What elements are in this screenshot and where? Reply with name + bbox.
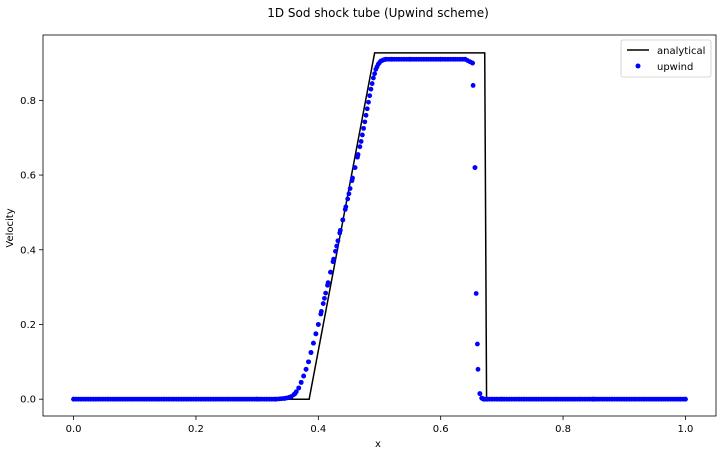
data-point-upwind <box>346 191 352 197</box>
y-tick-label: 0.6 <box>20 171 36 182</box>
y-tick-label: 0.2 <box>20 320 36 331</box>
data-point-upwind <box>370 75 376 81</box>
x-axis-label: x <box>375 439 381 450</box>
data-point-upwind <box>308 350 314 355</box>
y-axis-label: Velocity <box>5 208 16 247</box>
data-point-upwind <box>355 152 361 157</box>
data-point-upwind <box>358 139 364 144</box>
data-point-upwind <box>352 165 358 171</box>
data-point-upwind <box>362 119 368 125</box>
y-axis: 0.0 0.2 0.4 0.6 0.8 <box>20 96 43 406</box>
data-point-upwind <box>367 93 373 99</box>
data-point-upwind <box>334 243 340 249</box>
data-point-upwind <box>306 359 311 365</box>
data-point-upwind <box>325 280 331 286</box>
data-point-upwind <box>328 269 333 275</box>
legend-analytical-label: analytical <box>657 46 705 57</box>
data-point-upwind <box>313 331 319 337</box>
data-point-upwind <box>357 144 363 150</box>
x-tick-label: 0.0 <box>66 424 82 435</box>
plot-series <box>71 52 688 402</box>
data-point-upwind <box>683 396 688 402</box>
data-point-upwind <box>298 379 304 385</box>
plot-area-frame <box>42 34 717 417</box>
data-point-upwind <box>345 196 351 202</box>
data-point-upwind <box>331 256 337 262</box>
x-tick-label: 0.8 <box>555 424 571 435</box>
data-point-upwind <box>347 186 353 191</box>
chart-title: 1D Sod shock tube (Upwind scheme) <box>267 6 489 20</box>
data-point-upwind <box>296 385 302 391</box>
legend-upwind-label: upwind <box>657 62 693 73</box>
data-point-upwind <box>473 291 479 296</box>
data-point-upwind <box>311 340 316 346</box>
data-point-upwind <box>335 238 341 244</box>
data-point-upwind <box>372 71 378 77</box>
data-point-upwind <box>303 366 309 372</box>
data-point-upwind <box>343 204 349 210</box>
data-point-upwind <box>363 112 369 118</box>
x-tick-label: 0.2 <box>188 424 204 435</box>
data-point-upwind <box>301 373 307 379</box>
data-point-upwind <box>361 125 366 131</box>
data-point-upwind <box>475 366 481 372</box>
data-point-upwind <box>474 341 480 347</box>
x-axis: 0.0 0.2 0.4 0.6 0.8 1.0 <box>66 416 693 435</box>
data-point-upwind <box>368 86 374 92</box>
data-point-upwind <box>472 165 478 171</box>
data-point-upwind <box>293 389 299 395</box>
data-point-upwind <box>369 81 375 86</box>
data-point-upwind <box>337 227 343 233</box>
data-point-upwind <box>359 132 365 138</box>
data-point-upwind <box>350 175 355 181</box>
y-tick-label: 0.8 <box>20 96 36 107</box>
data-point-upwind <box>318 309 324 314</box>
data-point-upwind <box>323 290 329 296</box>
data-point-upwind <box>340 217 346 223</box>
data-point-upwind <box>333 248 338 254</box>
data-point-upwind <box>364 106 370 112</box>
data-point-upwind <box>320 301 326 306</box>
y-tick-label: 0.0 <box>20 395 36 406</box>
data-point-upwind <box>470 83 476 88</box>
data-point-upwind <box>477 391 483 396</box>
x-tick-label: 1.0 <box>677 424 693 435</box>
data-point-upwind <box>322 295 327 301</box>
x-tick-label: 0.6 <box>433 424 449 435</box>
y-tick-label: 0.4 <box>20 245 36 256</box>
data-point-upwind <box>315 322 321 327</box>
legend: analytical upwind <box>620 39 712 78</box>
data-point-upwind <box>366 99 371 105</box>
x-tick-label: 0.4 <box>310 424 326 435</box>
legend-upwind-swatch <box>635 63 641 69</box>
data-point-upwind <box>470 60 475 66</box>
